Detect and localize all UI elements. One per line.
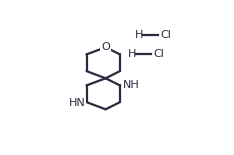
Text: Cl: Cl — [161, 30, 171, 40]
Text: O: O — [101, 42, 110, 52]
Text: Cl: Cl — [153, 49, 164, 59]
Text: H: H — [135, 30, 143, 40]
Text: H: H — [128, 49, 136, 59]
Text: HN: HN — [69, 98, 85, 108]
Text: NH: NH — [123, 80, 140, 90]
